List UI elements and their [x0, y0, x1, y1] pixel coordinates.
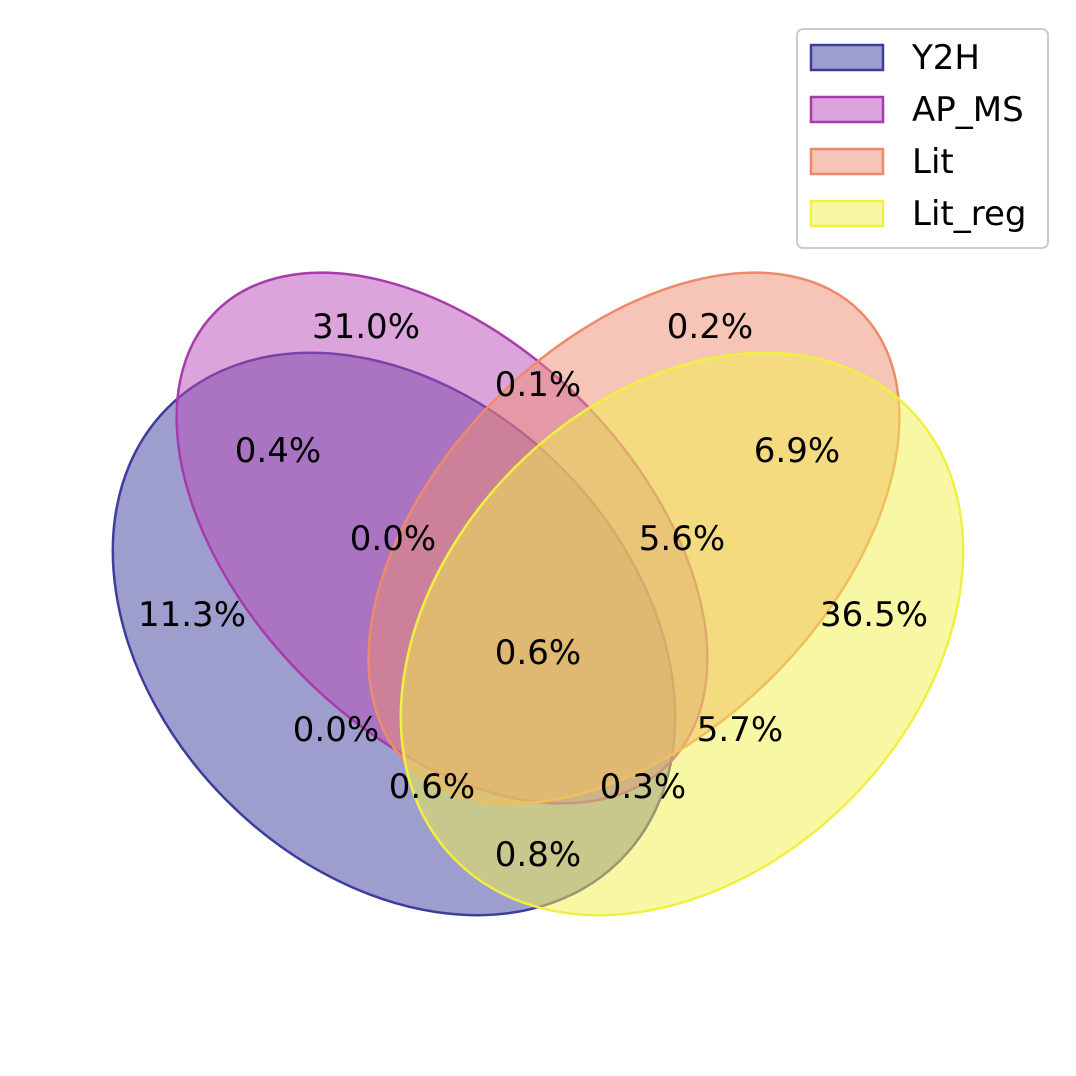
legend-swatch-lit [809, 147, 885, 176]
region-label-y2h-lit: 0.0% [293, 710, 379, 750]
region-label-y2h-lit-reg: 0.8% [495, 835, 581, 875]
legend-label-lit-reg: Lit_reg [912, 194, 1026, 234]
region-label-lit-lit-reg: 6.9% [754, 431, 840, 471]
region-labels: 31.0% 0.2% 0.1% 0.4% 6.9% 0.0% 5.6% 11.3… [138, 307, 928, 875]
set-ellipses [111, 271, 965, 917]
region-label-y2h-ap-ms: 0.4% [235, 431, 321, 471]
legend: Y2H AP_MS Lit Lit_reg [796, 28, 1049, 249]
region-label-lit-only: 0.2% [667, 307, 753, 347]
region-label-ap-ms-lit: 0.1% [495, 365, 581, 405]
legend-item-lit: Lit [809, 142, 954, 182]
region-label-all-four: 0.6% [495, 633, 581, 673]
region-label-y2h-lit-lit-reg: 0.6% [389, 767, 475, 807]
legend-swatch-ap-ms [809, 95, 885, 124]
lit-reg-ellipse [399, 351, 965, 917]
legend-item-lit-reg: Lit_reg [809, 194, 1026, 234]
region-label-ap-ms-lit-reg: 5.7% [697, 710, 783, 750]
region-label-ap-ms-only: 31.0% [312, 307, 420, 347]
legend-label-lit: Lit [912, 142, 954, 182]
region-label-y2h-ap-ms-lit-reg: 0.3% [600, 767, 686, 807]
legend-item-ap-ms: AP_MS [809, 90, 1024, 130]
region-label-y2h-only: 11.3% [138, 595, 246, 635]
legend-swatch-y2h [809, 43, 885, 72]
legend-label-ap-ms: AP_MS [912, 90, 1024, 130]
legend-item-y2h: Y2H [809, 38, 980, 78]
legend-swatch-lit-reg [809, 199, 885, 228]
region-label-ap-ms-lit-lit-reg: 5.6% [639, 519, 725, 559]
region-label-lit-reg-only: 36.5% [820, 595, 928, 635]
legend-label-y2h: Y2H [911, 38, 980, 78]
region-label-y2h-ap-ms-lit: 0.0% [350, 519, 436, 559]
legend-frame [796, 28, 1049, 249]
